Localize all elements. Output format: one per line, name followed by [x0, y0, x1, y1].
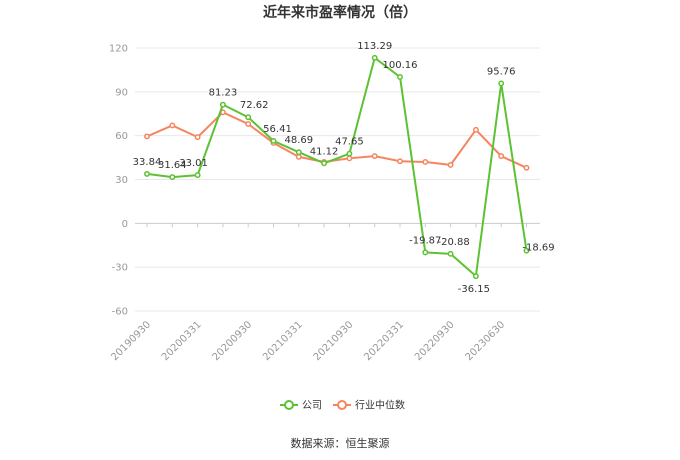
x-tick-label: 20190930	[109, 319, 153, 363]
legend-company-marker	[284, 400, 294, 410]
industry-median-point	[422, 159, 429, 165]
industry-median-point	[523, 164, 530, 171]
industry-median-point	[397, 158, 403, 165]
data-label: 31.64	[158, 160, 187, 171]
data-label: -36.15	[458, 284, 490, 295]
company-point	[371, 54, 378, 61]
series-lines	[144, 54, 530, 280]
industry-median-line	[146, 111, 527, 169]
data-label: 95.76	[487, 66, 516, 77]
x-tick-label: 20200930	[211, 319, 255, 363]
data-source-note: 数据来源：恒生聚源	[291, 436, 390, 450]
company-point	[245, 114, 252, 121]
industry-median-point	[371, 153, 378, 160]
data-label: 56.41	[263, 124, 292, 135]
company-point	[321, 160, 328, 167]
y-tick-label: 0	[122, 219, 128, 230]
company-point	[194, 172, 201, 179]
data-label: 47.65	[335, 137, 364, 148]
company-point	[422, 249, 429, 256]
y-tick-label: -30	[112, 263, 128, 274]
industry-median-point	[194, 134, 201, 141]
grid-lines	[135, 47, 540, 312]
industry-median-point	[472, 126, 479, 133]
data-label: 72.62	[240, 100, 269, 111]
chart-title: 近年来市盈率情况（倍）	[263, 4, 417, 21]
data-label: 48.69	[284, 135, 313, 146]
company-point	[346, 150, 353, 157]
company-point	[144, 170, 150, 177]
x-tick-label: 20210930	[312, 319, 356, 363]
y-tick-label: 30	[115, 175, 128, 186]
x-tick-label: 20210331	[261, 319, 305, 363]
industry-median-point	[295, 153, 302, 160]
y-tick-label: 120	[109, 44, 128, 55]
company-point	[219, 101, 226, 108]
company-point	[447, 250, 454, 257]
data-label: 33.84	[133, 157, 162, 168]
company-point	[397, 74, 403, 80]
y-tick-label: 60	[115, 131, 128, 142]
legend-company-label: 公司	[302, 401, 322, 412]
y-tick-label: 90	[115, 87, 128, 98]
legend-industry-median-marker	[337, 400, 347, 410]
data-label: 113.29	[357, 41, 392, 52]
legend-industry-median-label: 行业中位数	[355, 399, 405, 412]
industry-median-point	[498, 153, 505, 160]
company-point	[472, 273, 479, 280]
data-label: -18.69	[522, 243, 554, 254]
x-tick-label: 20200331	[160, 319, 204, 363]
company-point	[169, 174, 176, 181]
data-label: 81.23	[209, 88, 238, 99]
data-label: 100.16	[383, 60, 418, 71]
data-label: -20.88	[437, 237, 469, 248]
data-label: 41.12	[310, 146, 339, 157]
industry-median-point	[169, 122, 176, 129]
company-point	[270, 137, 277, 144]
industry-median-point	[245, 121, 252, 127]
legend: 公司 行业中位数	[280, 399, 405, 412]
company-point	[295, 149, 302, 156]
x-tick-label: 20220930	[413, 319, 457, 363]
industry-median-point	[447, 161, 454, 168]
company-point	[498, 80, 505, 87]
company-line	[146, 56, 528, 278]
company-point	[523, 247, 530, 254]
data-label: 33.01	[179, 158, 208, 169]
industry-median-point	[144, 133, 150, 140]
x-tick-label: 20220331	[362, 319, 406, 363]
y-tick-label: -60	[112, 307, 128, 318]
x-tick-label: 20230630	[464, 319, 508, 363]
industry-median-point	[346, 155, 353, 162]
data-label: -19.87	[409, 235, 441, 246]
